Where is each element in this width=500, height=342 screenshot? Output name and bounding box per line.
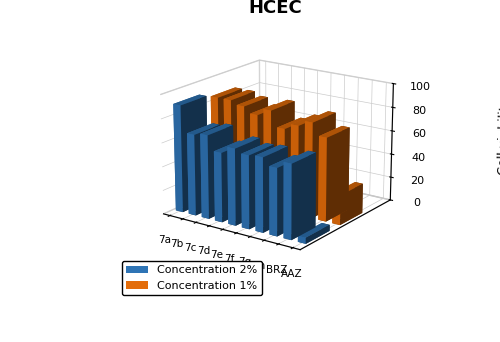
Legend: Concentration 2%, Concentration 1%: Concentration 2%, Concentration 1% [122, 261, 262, 295]
Title: HCEC: HCEC [248, 0, 302, 17]
